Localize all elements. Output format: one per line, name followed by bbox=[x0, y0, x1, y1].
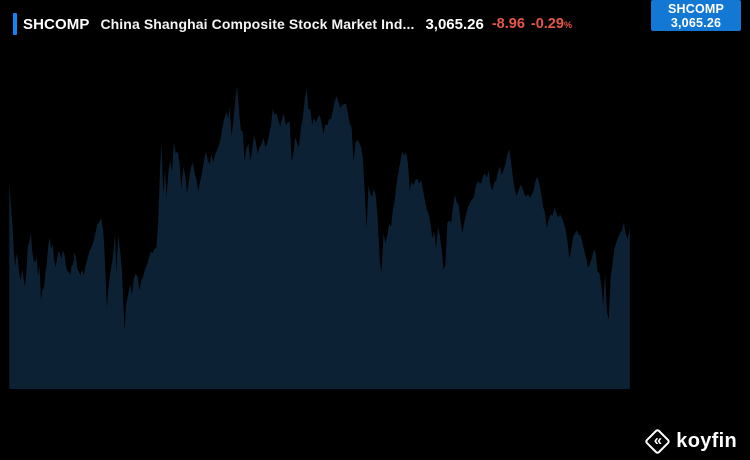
ticker-symbol: SHCOMP bbox=[23, 15, 90, 33]
percent-sign: % bbox=[563, 20, 572, 30]
koyfin-logo[interactable]: « koyfin bbox=[644, 428, 737, 455]
ticker-header[interactable]: SHCOMP China Shanghai Composite Stock Ma… bbox=[13, 11, 572, 37]
area-under-line bbox=[9, 85, 630, 390]
koyfin-wordmark: koyfin bbox=[676, 430, 737, 452]
ticker-description: China Shanghai Composite Stock Market In… bbox=[100, 16, 415, 32]
last-price-badge: SHCOMP 3,065.26 bbox=[651, 0, 741, 31]
area-fill bbox=[9, 85, 630, 390]
koyfin-chevron-icon: « bbox=[644, 428, 672, 455]
badge-price: 3,065.26 bbox=[670, 15, 722, 30]
price-change-percent: -0.29% bbox=[530, 16, 572, 32]
badge-ticker: SHCOMP bbox=[667, 1, 725, 16]
last-price: 3,065.26 bbox=[425, 15, 484, 33]
price-change: -8.96 bbox=[491, 16, 525, 32]
series-color-bar bbox=[13, 13, 17, 35]
